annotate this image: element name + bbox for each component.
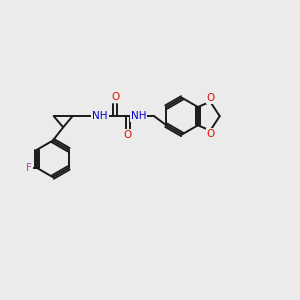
Text: NH: NH [131, 111, 147, 121]
Text: O: O [207, 93, 215, 103]
Text: O: O [207, 129, 215, 139]
Text: O: O [124, 130, 132, 140]
Text: NH: NH [92, 111, 108, 121]
Text: O: O [111, 92, 119, 102]
Text: F: F [26, 163, 32, 173]
